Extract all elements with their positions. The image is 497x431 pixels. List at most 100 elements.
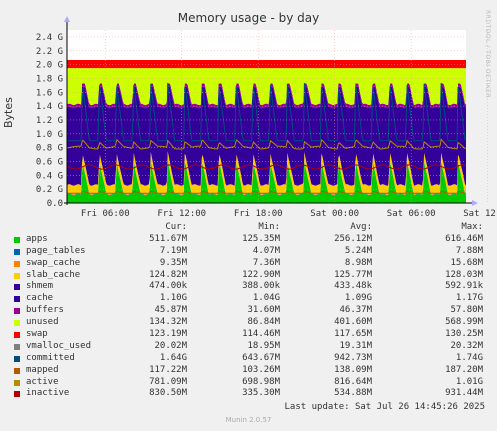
max-value: 187.20M xyxy=(445,364,483,375)
x-tick-label: Fri 06:00 xyxy=(81,209,130,219)
legend-row-mapped: mapped 117.22M 103.26M 138.09M 187.20M xyxy=(12,365,488,377)
legend-row-shmem: shmem 474.00k 388.00k 433.48k 592.91k xyxy=(12,281,488,293)
line-inactive xyxy=(66,164,467,170)
chart-title: Memory usage - by day xyxy=(177,11,320,25)
legend-swatch xyxy=(14,355,20,362)
series-name: active xyxy=(26,376,59,387)
x-axis-arrow xyxy=(472,200,478,206)
legend-row-committed: committed 1.64G 643.67M 942.73M 1.74G xyxy=(12,353,488,365)
area-swap xyxy=(67,60,466,69)
avg-value: 138.09M xyxy=(334,364,372,375)
legend-row-apps: apps 511.67M 125.35M 256.12M 616.46M xyxy=(12,234,488,246)
col-avg: Avg: xyxy=(350,222,372,232)
avg-value: 5.24M xyxy=(344,245,372,256)
y-tick-label: 0.4 G xyxy=(36,171,63,181)
legend-swatch xyxy=(14,272,20,279)
legend-swatch xyxy=(14,391,20,398)
y-tick-label: 0.6 G xyxy=(36,157,63,167)
max-value: 128.03M xyxy=(445,269,483,280)
avg-value: 19.31M xyxy=(339,340,372,351)
cur-value: 20.02M xyxy=(154,340,187,351)
legend-row-cache: cache 1.10G 1.04G 1.09G 1.17G xyxy=(12,293,488,305)
y-tick-label: 0.2 G xyxy=(36,185,63,195)
min-value: 114.46M xyxy=(242,329,280,340)
avg-value: 117.65M xyxy=(334,329,372,340)
series-name: swap_cache xyxy=(26,257,81,268)
series-name: swap xyxy=(26,329,48,340)
y-tick-label: 1.0 G xyxy=(36,130,63,140)
max-value: 7.88M xyxy=(455,245,483,256)
y-tick-label: 0.8 G xyxy=(36,144,63,154)
x-tick-label: Sat 06:00 xyxy=(387,209,436,219)
legend-table: Cur: Min: Avg: Max: apps 511.67M 125.35M 25… xyxy=(12,222,488,400)
cur-value: 781.09M xyxy=(149,376,187,387)
max-value: 130.25M xyxy=(445,329,483,340)
avg-value: 46.37M xyxy=(339,305,372,316)
min-value: 4.07M xyxy=(252,245,280,256)
series-name: apps xyxy=(26,233,48,244)
max-value: 592.91k xyxy=(445,281,483,292)
col-cur: Cur: xyxy=(165,222,187,232)
legend-swatch xyxy=(14,308,20,315)
series-name: page_tables xyxy=(26,245,86,256)
y-tick-label: 1.8 G xyxy=(36,74,63,84)
legend-row-page-tables: page_tables 7.19M 4.07M 5.24M 7.88M xyxy=(12,246,488,258)
series-name: cache xyxy=(26,293,54,304)
line-active xyxy=(66,138,467,150)
area-buffers xyxy=(67,83,466,109)
cur-value: 123.19M xyxy=(149,329,187,340)
min-value: 125.35M xyxy=(242,233,280,244)
legend-header: Cur: Min: Avg: Max: xyxy=(12,222,488,234)
y-tick-label: 1.4 G xyxy=(36,102,63,112)
series-name: mapped xyxy=(26,364,59,375)
legend-swatch xyxy=(14,248,20,255)
max-value: 1.01G xyxy=(455,376,483,387)
avg-value: 433.48k xyxy=(334,281,372,292)
avg-value: 1.09G xyxy=(344,293,372,304)
max-value: 931.44M xyxy=(445,388,483,399)
cur-value: 474.00k xyxy=(149,281,187,292)
series-name: shmem xyxy=(26,281,54,292)
series-name: committed xyxy=(26,352,75,363)
max-value: 1.74G xyxy=(455,352,483,363)
area-unused xyxy=(67,68,466,105)
legend-row-vmalloc-used: vmalloc_used 20.02M 18.95M 19.31M 20.32M xyxy=(12,341,488,353)
legend-swatch xyxy=(14,343,20,350)
x-tick-label: Sat 12:00 xyxy=(463,209,497,219)
avg-value: 256.12M xyxy=(334,233,372,244)
min-value: 1.04G xyxy=(252,293,280,304)
line-committed xyxy=(67,82,467,142)
avg-value: 534.88M xyxy=(334,388,372,399)
min-value: 643.67M xyxy=(242,352,280,363)
y-axis-arrow xyxy=(64,16,70,22)
col-max: Max: xyxy=(461,222,483,232)
cur-value: 1.10G xyxy=(159,293,187,304)
legend-swatch xyxy=(14,379,20,386)
legend-row-slab-cache: slab_cache 124.82M 122.90M 125.77M 128.03M xyxy=(12,270,488,282)
min-value: 103.26M xyxy=(242,364,280,375)
legend-row-unused: unused 134.32M 86.84M 401.60M 568.99M xyxy=(12,317,488,329)
series-name: inactive xyxy=(26,388,70,399)
y-tick-label: 2.4 G xyxy=(36,33,63,43)
max-value: 57.80M xyxy=(450,305,483,316)
y-tick-label: 2.2 G xyxy=(36,47,63,57)
min-value: 86.84M xyxy=(247,317,280,328)
avg-value: 401.60M xyxy=(334,317,372,328)
avg-value: 125.77M xyxy=(334,269,372,280)
cur-value: 45.87M xyxy=(154,305,187,316)
legend-swatch xyxy=(14,260,20,267)
cur-value: 9.35M xyxy=(159,257,187,268)
legend-swatch xyxy=(14,284,20,291)
y-tick-label: 1.2 G xyxy=(36,116,63,126)
legend-row-inactive: inactive 830.50M 335.30M 534.88M 931.44M xyxy=(12,388,488,400)
max-value: 568.99M xyxy=(445,317,483,328)
legend-swatch xyxy=(14,332,20,339)
series-name: vmalloc_used xyxy=(26,340,92,351)
min-value: 31.60M xyxy=(247,305,280,316)
series-name: slab_cache xyxy=(26,269,81,280)
cur-value: 134.32M xyxy=(149,317,187,328)
legend-swatch xyxy=(14,367,20,374)
x-tick-label: Fri 12:00 xyxy=(157,209,206,219)
y-tick-label: 2.0 G xyxy=(36,61,63,71)
